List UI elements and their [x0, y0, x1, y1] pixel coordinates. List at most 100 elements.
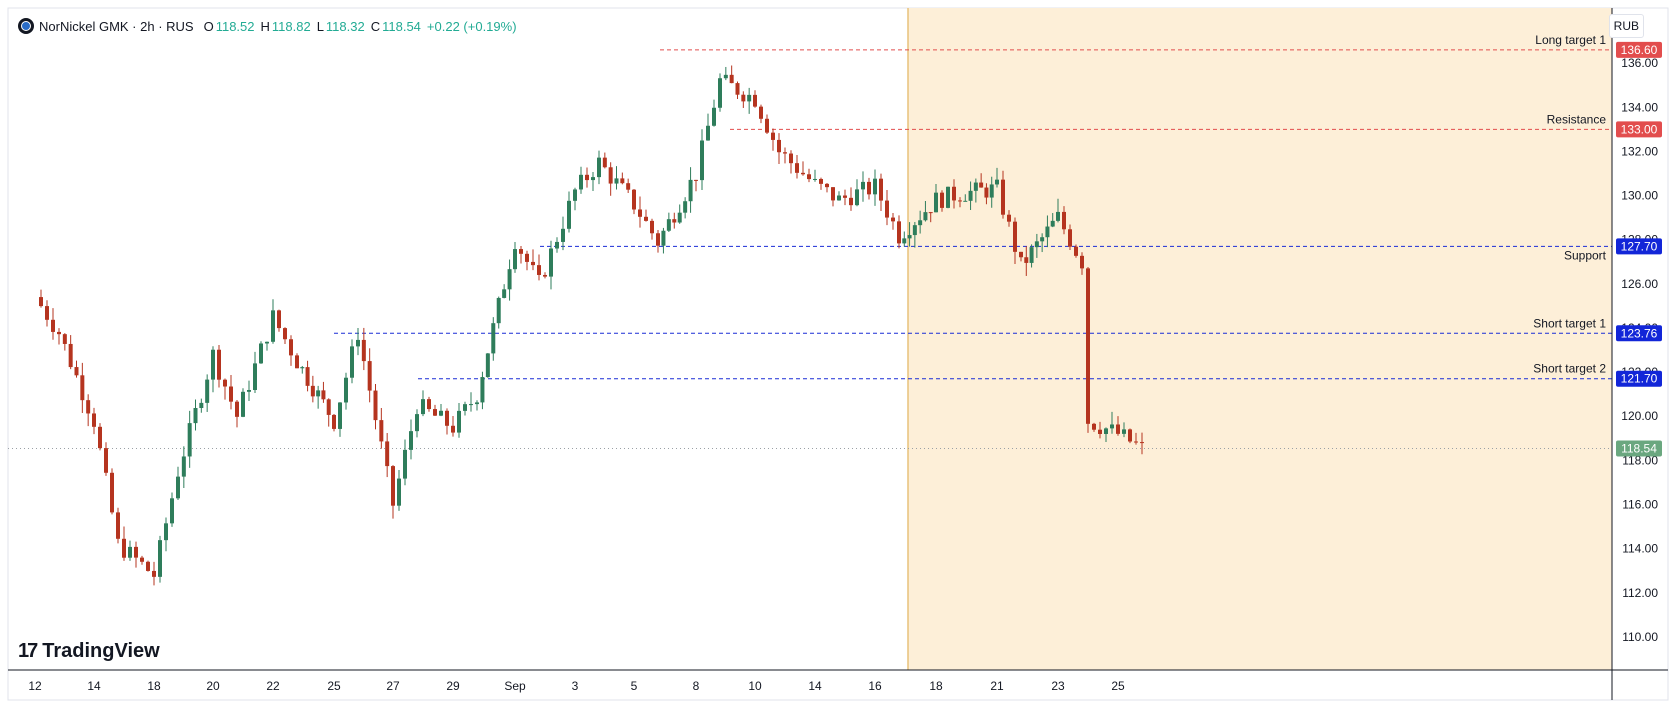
candle-body: [259, 343, 263, 364]
candle-body: [1050, 220, 1055, 227]
candle-body: [795, 163, 799, 173]
candle-body: [825, 183, 829, 188]
candle-body: [295, 355, 299, 369]
candle-body: [199, 402, 204, 409]
level-price-tag: [1616, 121, 1662, 138]
candle-body: [1068, 229, 1072, 247]
candle-body: [946, 186, 950, 208]
candle-body: [1029, 247, 1034, 263]
candle-body: [912, 225, 917, 236]
candle-body: [1128, 429, 1132, 442]
candle-body: [193, 408, 198, 424]
level-price-tag-text: 121.70: [1621, 372, 1658, 386]
time-tick-label: 12: [28, 679, 42, 693]
candle-body: [620, 178, 625, 184]
level-label: Short target 1: [1533, 316, 1606, 330]
candle-body: [891, 217, 895, 222]
candle-body: [1001, 179, 1005, 215]
candle-body: [661, 230, 666, 246]
time-tick-label: 21: [990, 679, 1004, 693]
candle-body: [543, 274, 547, 277]
candle-body: [445, 410, 449, 426]
candle-body: [496, 297, 501, 324]
candle-body: [421, 399, 425, 415]
level-price-tag-text: 123.76: [1621, 326, 1658, 340]
candle-body: [783, 152, 787, 154]
candle-body: [753, 94, 757, 107]
candle-body: [735, 83, 740, 95]
candle-body: [666, 219, 671, 231]
candle-body: [469, 404, 473, 406]
candle-body: [457, 410, 461, 433]
candle-body: [289, 339, 293, 356]
time-tick-label: 25: [327, 679, 341, 693]
chart-frame: [7, 7, 1669, 701]
candle-body: [608, 167, 613, 184]
candle-body: [555, 241, 559, 249]
candle-body: [152, 570, 156, 577]
candle-body: [968, 190, 973, 201]
candle-body: [98, 426, 102, 449]
candle-body: [332, 414, 336, 429]
candle-body: [1086, 268, 1090, 424]
candle-body: [585, 174, 589, 181]
candle-body: [110, 472, 114, 513]
currency-button[interactable]: RUB: [1608, 14, 1644, 38]
symbol-line[interactable]: NorNickel GMK · 2h · RUS: [39, 18, 194, 34]
candle-body: [223, 379, 227, 387]
candle-body: [187, 423, 192, 457]
candle-body: [316, 390, 321, 397]
price-tick-label: 116.00: [1622, 498, 1658, 512]
candle-body: [928, 212, 933, 214]
candle-body: [626, 183, 631, 190]
candle-body: [831, 187, 835, 201]
candle-body: [614, 178, 619, 184]
candle-body: [723, 74, 728, 79]
highlight-zone: [907, 8, 1612, 670]
candle-body: [247, 389, 251, 392]
candle-body: [62, 334, 67, 344]
time-tick-label: 3: [572, 679, 579, 693]
candle-body: [439, 410, 443, 416]
tradingview-logo[interactable]: 17 TradingView: [18, 640, 160, 663]
candle-body: [338, 402, 342, 429]
high-value: 118.82: [271, 18, 311, 34]
price-tick-label: 136.00: [1621, 56, 1658, 70]
candle-body: [873, 178, 877, 195]
candle-body: [326, 399, 331, 415]
price-tick-label: 126.00: [1621, 277, 1658, 291]
candle-body: [57, 331, 61, 335]
candle-body: [170, 498, 174, 524]
candle-body: [861, 181, 865, 190]
open-label: O: [203, 18, 214, 34]
symbol-header: NorNickel GMK · 2h · RUS O 118.52 H 118.82…: [18, 16, 523, 36]
candle-body: [229, 386, 233, 402]
candle-body: [310, 385, 315, 397]
candle-body: [122, 538, 126, 558]
candle-body: [902, 238, 907, 244]
candle-body: [1062, 211, 1066, 230]
highlight-zone-fill: [908, 8, 1612, 670]
candle-body: [979, 182, 984, 188]
candle-body: [1019, 251, 1023, 258]
level-price-tag-text: 127.70: [1621, 239, 1658, 253]
candle-body: [361, 339, 366, 362]
close-label: C: [370, 18, 381, 34]
candle-body: [644, 216, 648, 221]
change-value: +0.22 (+0.19%): [426, 18, 517, 34]
candle-body: [789, 153, 793, 164]
candle-body: [694, 179, 698, 181]
low-label: L: [316, 18, 324, 34]
candle-body: [819, 178, 823, 184]
candle-body: [513, 249, 517, 270]
candle-body: [305, 367, 310, 386]
candle-body: [879, 178, 883, 201]
level-price-tag: [1616, 41, 1662, 58]
candle-body: [683, 201, 688, 213]
level-price-tag-text: 136.60: [1621, 43, 1658, 57]
candle-body: [561, 228, 565, 242]
time-tick-label: 22: [266, 679, 280, 693]
candle-body: [1045, 226, 1050, 238]
time-tick-label: 27: [386, 679, 400, 693]
